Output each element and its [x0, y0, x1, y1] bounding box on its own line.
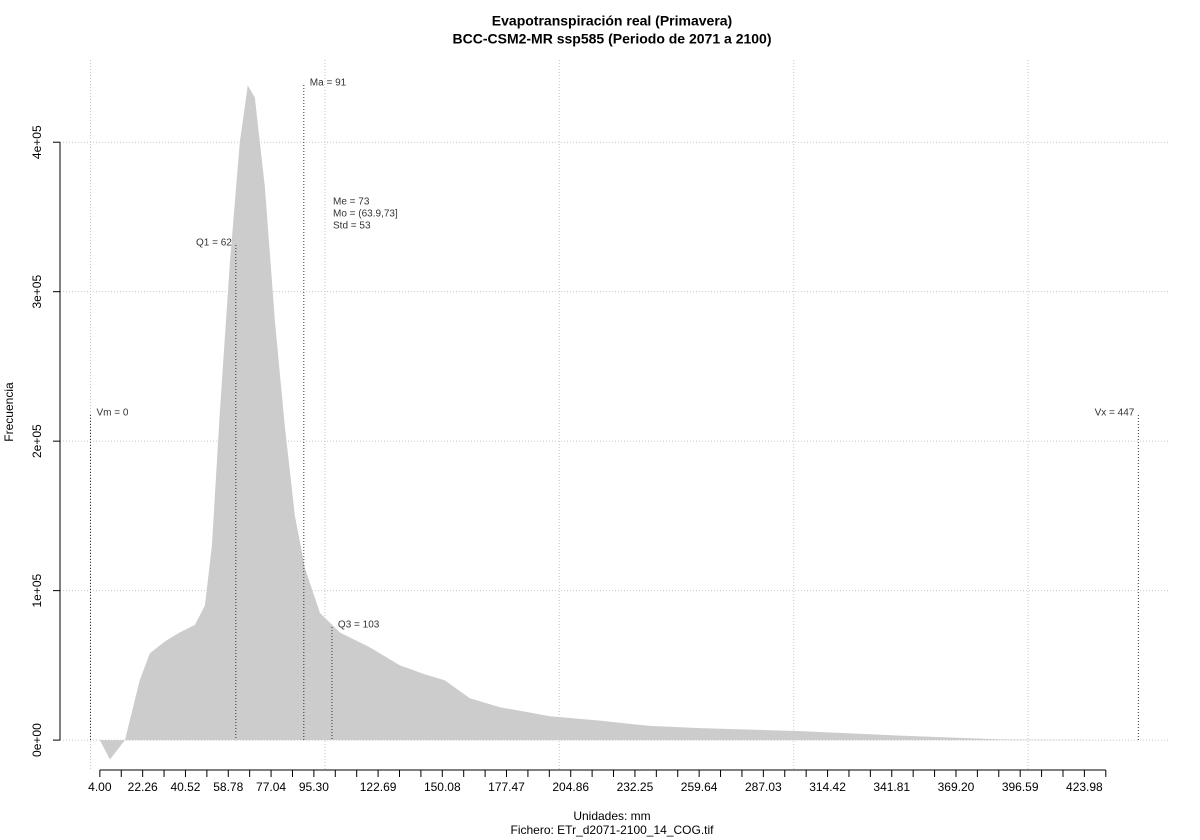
- chart-title: Evapotranspiración real (Primavera): [492, 13, 732, 29]
- x-tick-label: 423.98: [1066, 780, 1103, 794]
- x-tick-label: 396.59: [1002, 780, 1039, 794]
- x-tick-label: 150.08: [424, 780, 461, 794]
- y-tick-label: 0e+00: [30, 723, 44, 757]
- x-tick-label: 77.04: [256, 780, 286, 794]
- density-area: [99, 85, 1130, 760]
- marker-label: Q3 = 103: [338, 620, 380, 631]
- marker-label: Vx = 447: [1095, 408, 1135, 419]
- x-tick-label: 232.25: [617, 780, 654, 794]
- x-tick-label: 95.30: [299, 780, 329, 794]
- x-tick-label: 122.69: [360, 780, 397, 794]
- y-tick-label: 2e+05: [30, 424, 44, 458]
- x-tick-label: 40.52: [170, 780, 200, 794]
- y-tick-label: 4e+05: [30, 125, 44, 159]
- x-tick-label: 204.86: [552, 780, 589, 794]
- chart-subtitle: BCC-CSM2-MR ssp585 (Periodo de 2071 a 21…: [453, 31, 772, 47]
- x-tick-label: 341.81: [873, 780, 910, 794]
- x-tick-label: 287.03: [745, 780, 782, 794]
- x-tick-label: 259.64: [681, 780, 718, 794]
- x-tick-label: 314.42: [809, 780, 846, 794]
- stats-label: Me = 73: [333, 197, 370, 208]
- marker-label: Q1 = 62: [196, 238, 232, 249]
- y-tick-label: 3e+05: [30, 275, 44, 309]
- x-tick-label: 177.47: [488, 780, 525, 794]
- x-axis-label: Unidades: mm: [573, 809, 650, 823]
- stats-label: Mo = (63.9,73]: [333, 209, 398, 220]
- marker-label: Ma = 91: [310, 78, 347, 89]
- x-tick-label: 4.00: [88, 780, 112, 794]
- stats-label: Std = 53: [333, 221, 371, 232]
- x-tick-label: 58.78: [213, 780, 243, 794]
- marker-label: Vm = 0: [96, 408, 128, 419]
- y-tick-label: 1e+05: [30, 573, 44, 607]
- caption: Fichero: ETr_d2071-2100_14_COG.tif: [511, 823, 715, 837]
- x-tick-label: 369.20: [938, 780, 975, 794]
- y-axis-label: Frecuencia: [2, 382, 16, 442]
- x-tick-label: 22.26: [128, 780, 158, 794]
